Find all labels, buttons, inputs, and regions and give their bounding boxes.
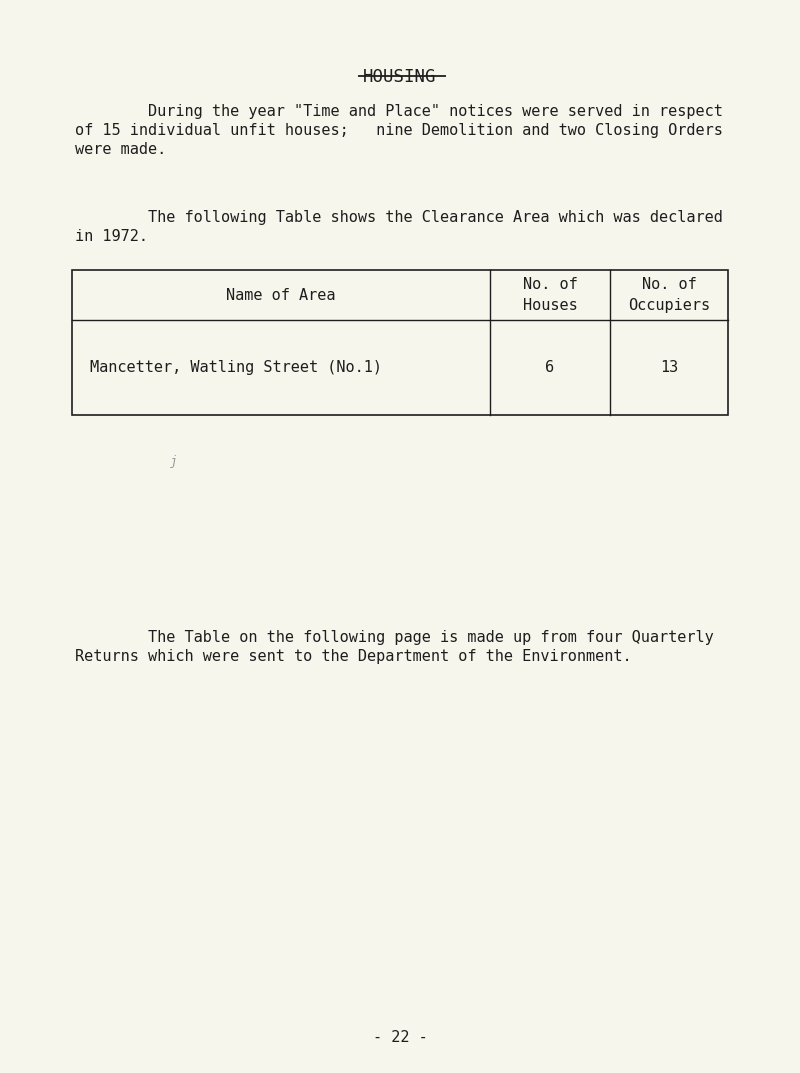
Text: Returns which were sent to the Department of the Environment.: Returns which were sent to the Departmen… bbox=[75, 649, 632, 664]
Text: The Table on the following page is made up from four Quarterly: The Table on the following page is made … bbox=[75, 630, 714, 645]
Text: of 15 individual unfit houses;   nine Demolition and two Closing Orders: of 15 individual unfit houses; nine Demo… bbox=[75, 123, 723, 138]
Bar bbox=[72, 270, 728, 415]
Text: No. of
Occupiers: No. of Occupiers bbox=[628, 277, 710, 313]
Text: HOUSING: HOUSING bbox=[363, 68, 437, 86]
Text: 13: 13 bbox=[660, 361, 678, 374]
Text: were made.: were made. bbox=[75, 142, 166, 157]
Text: j: j bbox=[170, 455, 178, 468]
Text: The following Table shows the Clearance Area which was declared: The following Table shows the Clearance … bbox=[75, 210, 723, 225]
Text: No. of
Houses: No. of Houses bbox=[522, 277, 578, 313]
Text: Mancetter, Watling Street (No.1): Mancetter, Watling Street (No.1) bbox=[90, 361, 382, 374]
Text: in 1972.: in 1972. bbox=[75, 229, 148, 244]
Text: 6: 6 bbox=[546, 361, 554, 374]
Text: - 22 -: - 22 - bbox=[373, 1030, 427, 1045]
Text: Name of Area: Name of Area bbox=[226, 288, 336, 303]
Text: During the year "Time and Place" notices were served in respect: During the year "Time and Place" notices… bbox=[75, 104, 723, 119]
